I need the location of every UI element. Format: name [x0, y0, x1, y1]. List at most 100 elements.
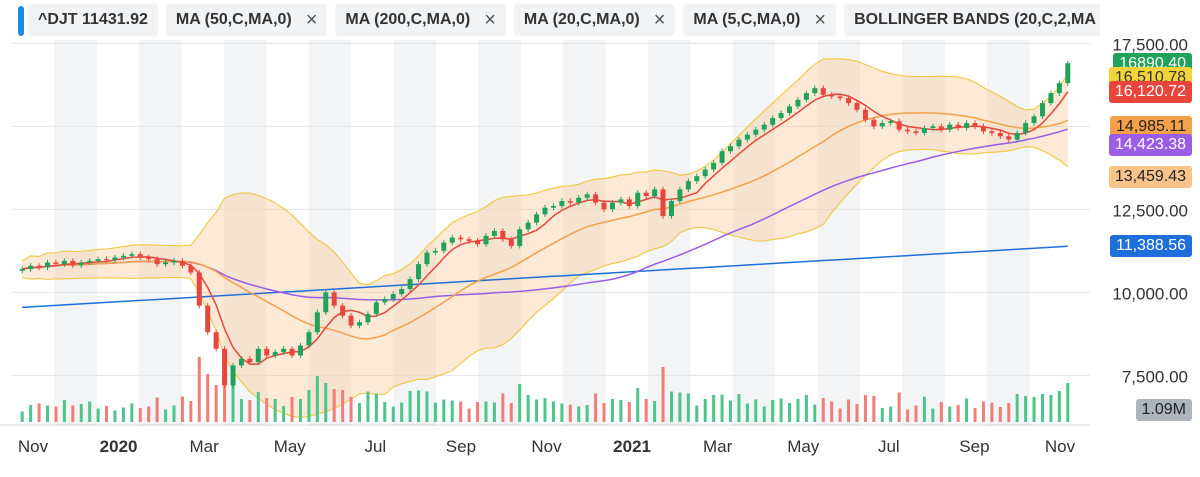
- volume-bar: [1049, 395, 1053, 422]
- volume-bar: [897, 392, 901, 422]
- volume-bar: [307, 390, 311, 422]
- bollinger-lower-line: [22, 146, 1069, 419]
- volume-bar: [282, 406, 286, 422]
- volume-bar: [383, 402, 387, 422]
- candle-body: [129, 254, 135, 256]
- candle-body: [356, 322, 362, 326]
- volume-bar: [948, 406, 952, 422]
- volume-bar: [1024, 396, 1028, 422]
- candle-body: [938, 126, 944, 130]
- volume-bar: [324, 383, 328, 422]
- close-icon[interactable]: ×: [305, 8, 318, 31]
- candle-body: [778, 113, 784, 119]
- volume-bar: [922, 396, 926, 422]
- month-band: [308, 40, 352, 426]
- candle-body: [829, 94, 835, 97]
- candle-body: [1039, 103, 1045, 117]
- candle-body: [272, 352, 278, 356]
- candle-body: [677, 189, 683, 202]
- volume-bar: [585, 405, 589, 422]
- volume-badge: 1.09M: [1135, 399, 1192, 421]
- candle-body: [95, 259, 101, 261]
- volume-bar: [526, 395, 530, 422]
- candle-body: [508, 239, 514, 246]
- close-icon[interactable]: ×: [814, 8, 827, 31]
- candle-body: [820, 88, 826, 95]
- candle-body: [635, 192, 641, 207]
- volume-bar: [830, 401, 834, 422]
- candle-body: [255, 348, 261, 363]
- overlay-pill-4[interactable]: MA (5,C,MA,0) ×: [683, 4, 837, 36]
- x-tick-label: May: [787, 437, 820, 456]
- y-tick-label: 12,500.00: [1112, 201, 1188, 220]
- volume-bar: [71, 405, 75, 422]
- candle-body: [517, 229, 523, 246]
- candle-body: [45, 262, 51, 268]
- overlay-label: MA (50,C,MA,0): [175, 11, 292, 28]
- candle-body: [559, 201, 565, 207]
- x-tick-label: 2020: [100, 437, 138, 456]
- close-icon[interactable]: ×: [653, 8, 666, 31]
- volume-bar: [450, 400, 454, 422]
- candle-body: [593, 194, 599, 203]
- close-icon[interactable]: ×: [484, 8, 496, 31]
- candle-body: [154, 259, 160, 265]
- volume-bar: [442, 399, 446, 422]
- overlay-pill-5[interactable]: BOLLINGER BANDS (20,C,2,MA: [844, 4, 1100, 36]
- volume-bar: [1015, 394, 1019, 422]
- candle-body: [205, 305, 211, 333]
- candle-body: [980, 126, 986, 132]
- volume-bar: [568, 404, 572, 422]
- candle-body: [466, 239, 472, 241]
- overlay-pill-0[interactable]: ^DJT 11431.92: [28, 4, 158, 36]
- x-tick-label: Jul: [878, 437, 900, 456]
- candle-body: [449, 237, 455, 243]
- x-tick-label: May: [274, 437, 307, 456]
- volume-bar: [1057, 391, 1061, 422]
- volume-bar: [779, 398, 783, 422]
- volume-bar: [560, 403, 564, 422]
- bollinger-upper-line: [21, 58, 1069, 286]
- volume-bar: [349, 397, 353, 422]
- candle-body: [382, 299, 388, 303]
- volume-bar: [821, 398, 825, 422]
- candle-body: [896, 121, 902, 130]
- volume-bar: [1032, 397, 1036, 422]
- month-band: [648, 40, 691, 426]
- candle-body: [53, 262, 59, 265]
- volume-bar: [509, 403, 513, 422]
- candle-body: [238, 358, 244, 366]
- candle-body: [222, 348, 228, 386]
- ma200-line: [22, 245, 1068, 309]
- candle-body: [626, 199, 632, 207]
- overlay-pill-1[interactable]: MA (50,C,MA,0) ×: [165, 4, 328, 36]
- volume-bar: [197, 357, 201, 422]
- volume-bar: [265, 398, 269, 422]
- volume-bar: [147, 406, 151, 422]
- overlay-pill-3[interactable]: MA (20,C,MA,0) ×: [513, 4, 676, 36]
- candle-body: [567, 201, 573, 203]
- volume-bar: [96, 408, 100, 422]
- volume-bar: [863, 395, 867, 422]
- candle-body: [913, 131, 919, 133]
- month-band: [393, 40, 436, 426]
- volume-bar: [374, 393, 378, 422]
- month-band: [817, 40, 860, 426]
- x-tick-label: Sep: [446, 437, 476, 456]
- volume-bar: [965, 398, 969, 422]
- candle-body: [19, 269, 25, 271]
- volume-bar: [788, 403, 792, 422]
- candle-body: [264, 348, 270, 356]
- volume-bar: [248, 400, 252, 422]
- candle-body: [104, 259, 110, 261]
- candle-body: [905, 129, 911, 132]
- volume-bar: [1007, 403, 1011, 422]
- volume-bar: [484, 401, 488, 422]
- overlay-pill-2[interactable]: MA (200,C,MA,0) ×: [335, 4, 506, 36]
- volume-bar: [492, 402, 496, 422]
- volume-bar: [425, 391, 429, 422]
- volume-bar: [754, 399, 758, 422]
- candle-body: [331, 292, 337, 306]
- volume-bar: [804, 395, 808, 422]
